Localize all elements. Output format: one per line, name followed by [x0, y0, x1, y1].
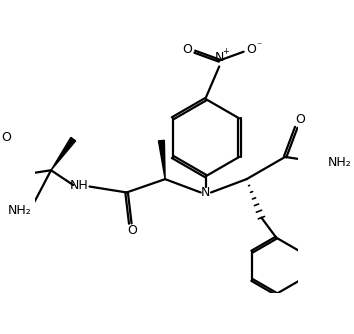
Text: O: O — [182, 43, 192, 56]
Text: O: O — [2, 131, 12, 144]
Text: O: O — [127, 224, 137, 237]
Polygon shape — [51, 137, 76, 170]
Text: ⁻: ⁻ — [256, 41, 261, 51]
Text: NH₂: NH₂ — [328, 156, 352, 169]
Text: NH: NH — [70, 179, 88, 192]
Text: NH₂: NH₂ — [8, 204, 32, 217]
Text: O: O — [246, 43, 256, 56]
Polygon shape — [159, 140, 165, 179]
Text: N: N — [215, 51, 224, 64]
Text: O: O — [295, 113, 305, 126]
Text: N: N — [201, 186, 211, 199]
Text: +: + — [222, 47, 229, 56]
